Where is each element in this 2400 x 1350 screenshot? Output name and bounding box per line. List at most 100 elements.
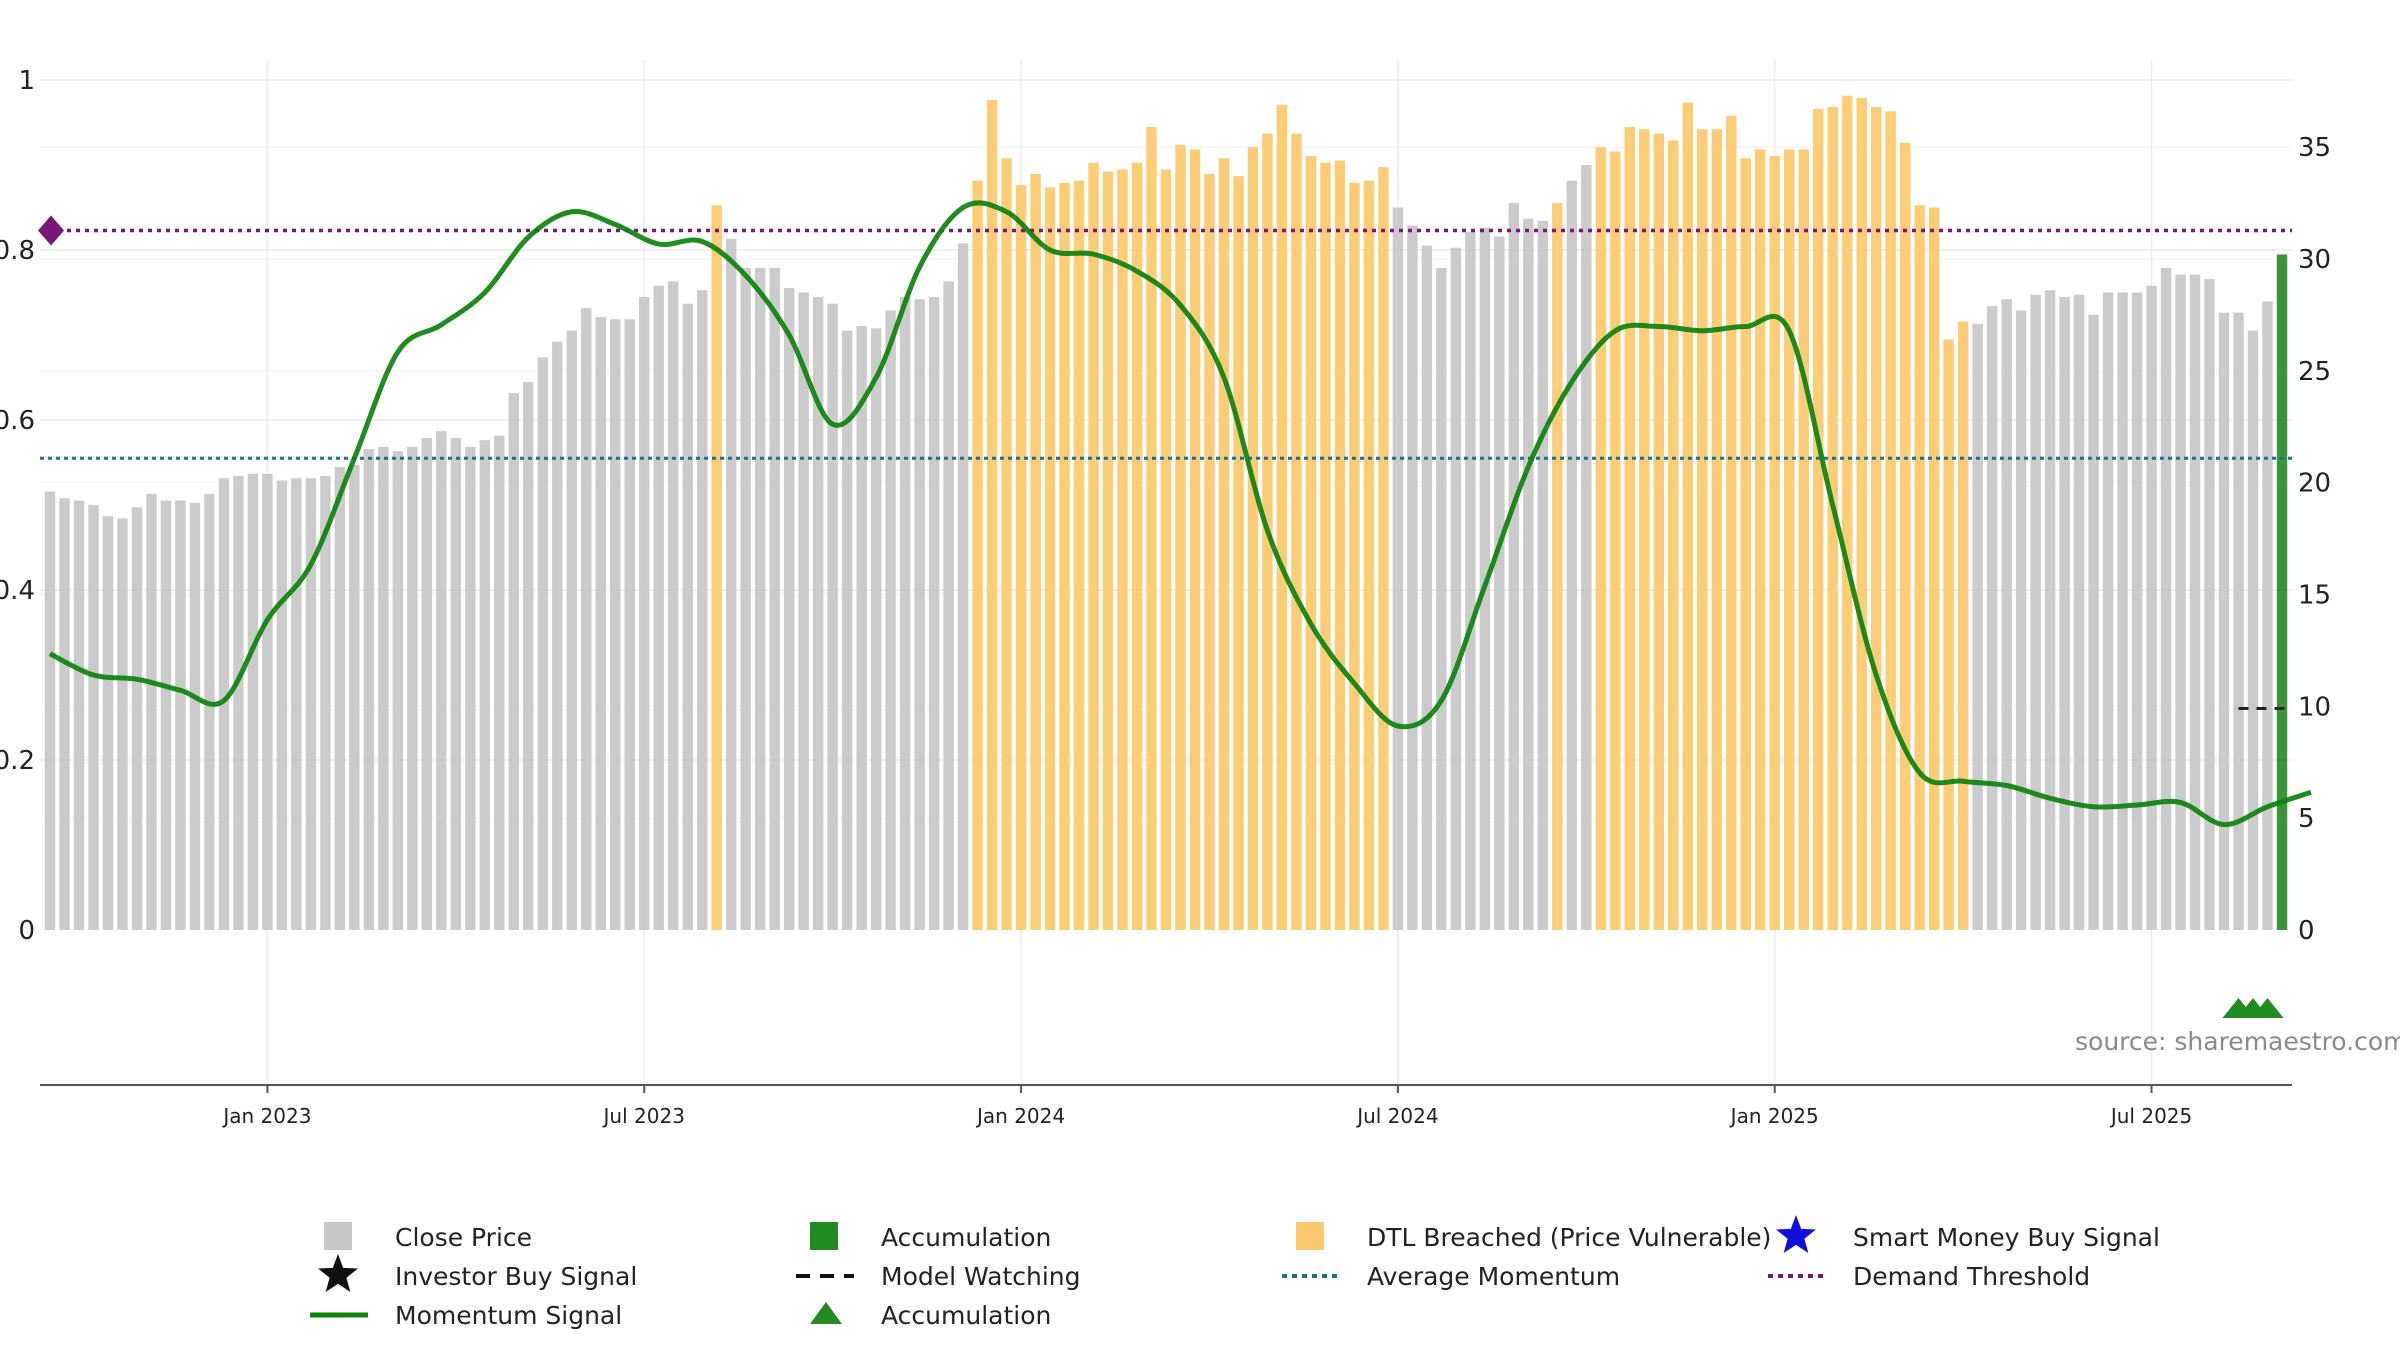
close-price-bar xyxy=(928,296,940,930)
legend-label: Investor Buy Signal xyxy=(395,1262,637,1291)
dtl-breached-bar xyxy=(1131,162,1143,930)
dtl-breached-bar xyxy=(1812,109,1824,930)
demand-threshold-marker xyxy=(38,215,64,246)
close-price-bar xyxy=(421,437,433,930)
left-axis-tick-label: 0.4 xyxy=(0,576,35,606)
close-price-bar xyxy=(73,500,85,930)
dtl-breached-bar xyxy=(1668,140,1679,931)
dtl-breached-bar xyxy=(1349,182,1360,931)
close-price-bar xyxy=(1450,247,1462,930)
reference-lines xyxy=(38,215,2292,711)
close-price-bar xyxy=(2175,274,2186,931)
right-axis-tick-label: 10 xyxy=(2298,692,2331,722)
close-price-bar xyxy=(508,393,520,930)
close-price-bar xyxy=(436,431,447,930)
close-price-bar xyxy=(914,299,925,930)
close-price-bar xyxy=(2189,274,2201,931)
close-price-bar xyxy=(1407,225,1418,931)
dtl-breached-bar xyxy=(1015,185,1027,930)
close-price-bar xyxy=(233,475,244,930)
dtl-breached-bar xyxy=(1030,173,1041,930)
right-axis-tick-label: 30 xyxy=(2298,245,2331,275)
dtl-breached-bar xyxy=(1175,144,1186,931)
close-price-bar xyxy=(523,381,534,930)
close-price-bar xyxy=(581,308,592,930)
source-label: source: sharemaestro.com xyxy=(2075,1027,2400,1056)
legend-triangle-icon xyxy=(810,1302,842,1324)
dtl-breached-bar xyxy=(1363,180,1375,930)
dtl-breached-bar xyxy=(1291,133,1302,930)
legend-label: Demand Threshold xyxy=(1853,1262,2090,1291)
close-price-bar xyxy=(1537,220,1549,931)
dtl-breached-bar xyxy=(1595,147,1607,930)
close-price-bar xyxy=(783,288,795,930)
close-price-bar xyxy=(305,478,317,930)
dtl-breached-bar xyxy=(1073,180,1085,930)
close-price-bar xyxy=(204,493,215,930)
close-price-bar xyxy=(957,243,969,930)
close-price-bar xyxy=(870,328,882,931)
price-bars xyxy=(44,95,2288,931)
close-price-bar xyxy=(682,303,693,930)
close-price-bar xyxy=(59,498,70,930)
close-price-bar xyxy=(378,446,389,930)
close-price-bar xyxy=(2030,294,2041,931)
dtl-breached-bar xyxy=(1247,147,1259,930)
close-price-bar xyxy=(1508,203,1520,931)
close-price-bar xyxy=(639,296,650,930)
dtl-breached-bar xyxy=(1146,126,1157,930)
accumulation-bar xyxy=(2276,254,2288,930)
right-axis-tick-label: 35 xyxy=(2298,133,2331,163)
close-price-bar xyxy=(566,330,577,930)
close-price-bar xyxy=(2059,296,2070,930)
close-price-bar xyxy=(595,317,606,931)
close-price-bar xyxy=(1523,218,1534,930)
dtl-breached-bar xyxy=(1784,149,1795,930)
close-price-bar xyxy=(725,238,737,930)
legend-label: DTL Breached (Price Vulnerable) xyxy=(1367,1223,1771,1252)
dtl-breached-bar xyxy=(1870,106,1882,930)
close-price-bar xyxy=(610,319,621,930)
legend-star-icon xyxy=(318,1254,358,1292)
close-price-bar xyxy=(885,310,896,930)
close-price-bar xyxy=(841,330,853,930)
close-price-bar xyxy=(798,292,809,930)
close-price-bar xyxy=(2204,279,2215,930)
close-price-bar xyxy=(1392,207,1404,930)
dtl-breached-bar xyxy=(1914,205,1925,930)
dtl-breached-bar xyxy=(1305,156,1317,931)
close-price-bar xyxy=(1494,236,1505,930)
close-price-bar xyxy=(827,303,838,930)
dtl-breached-bar xyxy=(1740,158,1751,930)
close-price-bar xyxy=(2088,314,2099,930)
close-price-bar xyxy=(2044,290,2056,930)
left-axis-tick-label: 0.8 xyxy=(0,236,35,266)
dtl-breached-bar xyxy=(1059,182,1070,931)
dtl-breached-bar xyxy=(1276,104,1288,930)
close-price-bar xyxy=(537,357,548,930)
dtl-breached-bar xyxy=(1639,129,1650,931)
close-price-bar xyxy=(465,446,476,930)
close-price-bar xyxy=(450,437,462,930)
dtl-breached-bar xyxy=(1320,162,1331,930)
close-price-bar xyxy=(320,475,331,930)
legend-label: Smart Money Buy Signal xyxy=(1853,1223,2160,1252)
momentum-signal-line xyxy=(48,200,2312,828)
x-axis-tick-label: Jul 2025 xyxy=(2109,1104,2192,1128)
close-price-bar xyxy=(696,290,708,930)
close-price-bar xyxy=(943,281,954,930)
close-price-bar xyxy=(117,518,128,930)
close-price-bar xyxy=(494,435,505,930)
dtl-breached-bar xyxy=(972,180,983,930)
close-price-bar xyxy=(668,281,679,930)
dtl-breached-bar xyxy=(1682,102,1693,931)
dtl-breached-bar xyxy=(1957,321,1969,930)
legend-label: Average Momentum xyxy=(1367,1262,1620,1291)
legend-label: Momentum Signal xyxy=(395,1301,622,1330)
close-price-bar xyxy=(407,446,418,930)
close-price-bar xyxy=(2262,301,2273,930)
dtl-breached-bar xyxy=(711,205,722,930)
accumulation-markers xyxy=(2222,998,2284,1018)
dtl-breached-bar xyxy=(1552,203,1563,931)
